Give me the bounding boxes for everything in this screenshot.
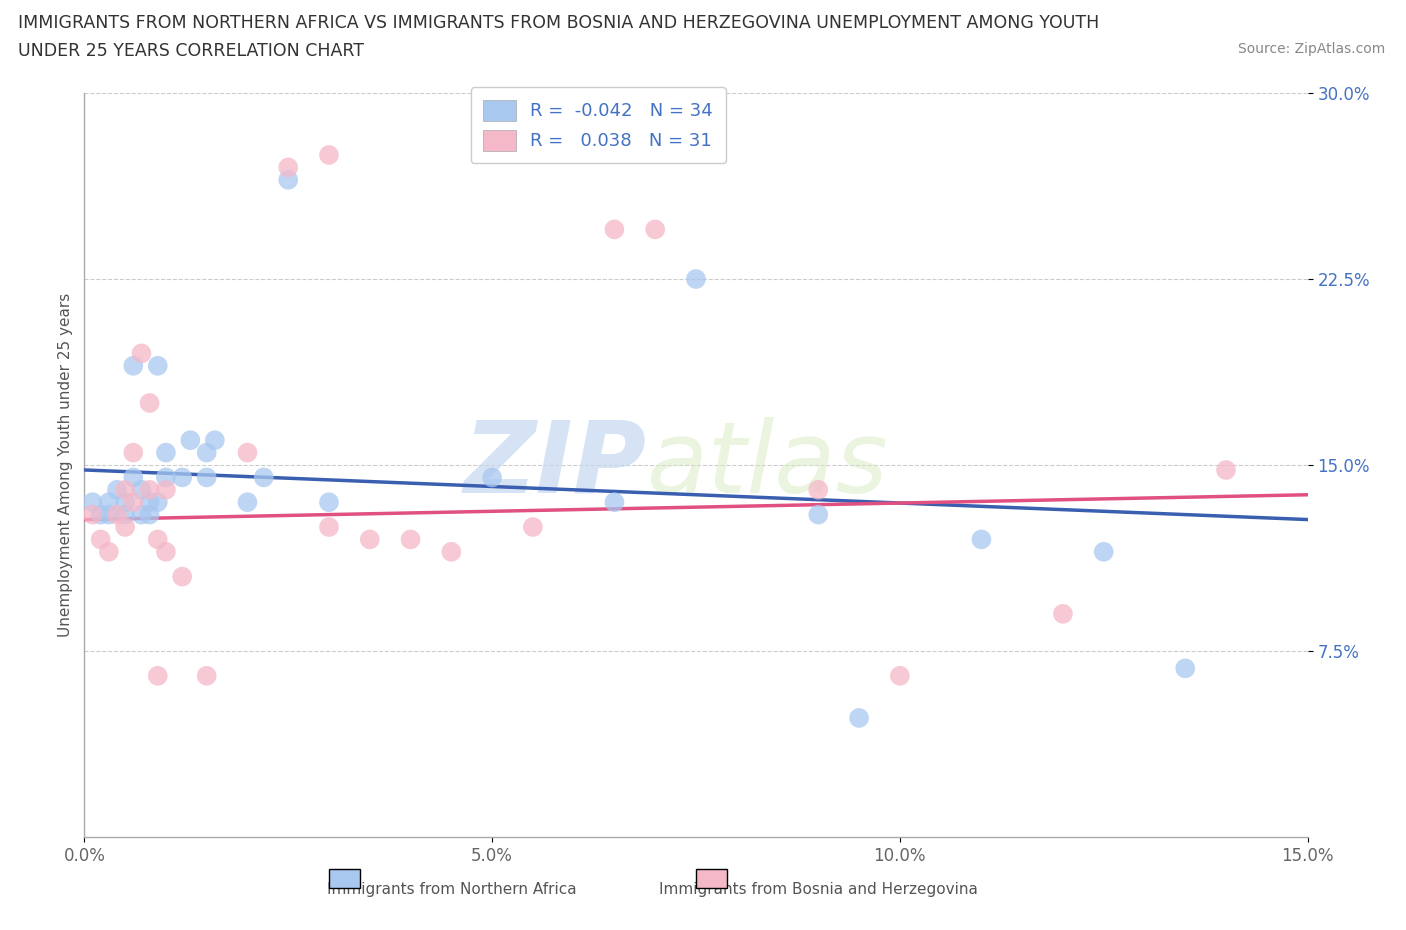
Point <box>172 569 194 584</box>
Point <box>318 148 340 163</box>
Point <box>131 346 153 361</box>
Point <box>155 445 177 460</box>
Point <box>1215 462 1237 477</box>
Point <box>359 532 381 547</box>
Point <box>82 507 104 522</box>
Point <box>122 358 145 373</box>
Text: ZIP: ZIP <box>464 417 647 513</box>
Point <box>114 483 136 498</box>
Point <box>318 520 340 535</box>
FancyBboxPatch shape <box>696 869 727 887</box>
Text: Immigrants from Northern Africa: Immigrants from Northern Africa <box>326 882 576 897</box>
Point <box>146 358 169 373</box>
Point <box>114 507 136 522</box>
Point <box>889 669 911 684</box>
Point <box>603 222 626 237</box>
Y-axis label: Unemployment Among Youth under 25 years: Unemployment Among Youth under 25 years <box>58 293 73 637</box>
Point <box>685 272 707 286</box>
Point <box>195 470 218 485</box>
Point <box>204 432 226 447</box>
Text: Source: ZipAtlas.com: Source: ZipAtlas.com <box>1237 42 1385 56</box>
Point <box>105 507 128 522</box>
Point <box>172 470 194 485</box>
Legend: R =  -0.042   N = 34, R =   0.038   N = 31: R = -0.042 N = 34, R = 0.038 N = 31 <box>471 87 725 163</box>
Point <box>138 507 160 522</box>
Point <box>82 495 104 510</box>
Point <box>131 483 153 498</box>
Point <box>1092 544 1115 559</box>
Point <box>90 507 112 522</box>
Point <box>807 483 830 498</box>
Point <box>236 495 259 510</box>
Point <box>970 532 993 547</box>
Point <box>481 470 503 485</box>
Point <box>90 532 112 547</box>
Point <box>277 172 299 187</box>
Point <box>155 470 177 485</box>
Point <box>253 470 276 485</box>
Point <box>114 495 136 510</box>
Text: Immigrants from Bosnia and Herzegovina: Immigrants from Bosnia and Herzegovina <box>659 882 977 897</box>
Point <box>195 669 218 684</box>
Point <box>131 507 153 522</box>
Point <box>122 495 145 510</box>
Point <box>848 711 870 725</box>
Point <box>146 495 169 510</box>
Point <box>155 544 177 559</box>
Text: UNDER 25 YEARS CORRELATION CHART: UNDER 25 YEARS CORRELATION CHART <box>18 42 364 60</box>
Point <box>155 483 177 498</box>
Point <box>440 544 463 559</box>
Point <box>807 507 830 522</box>
Point <box>114 520 136 535</box>
Point <box>236 445 259 460</box>
Point <box>146 669 169 684</box>
Point <box>644 222 666 237</box>
Text: atlas: atlas <box>647 417 889 513</box>
Point <box>138 483 160 498</box>
Point <box>603 495 626 510</box>
Point <box>522 520 544 535</box>
Point <box>122 470 145 485</box>
Text: IMMIGRANTS FROM NORTHERN AFRICA VS IMMIGRANTS FROM BOSNIA AND HERZEGOVINA UNEMPL: IMMIGRANTS FROM NORTHERN AFRICA VS IMMIG… <box>18 14 1099 32</box>
Point <box>97 507 120 522</box>
Point <box>399 532 422 547</box>
Point <box>138 395 160 410</box>
Point <box>195 445 218 460</box>
Point <box>318 495 340 510</box>
Point <box>146 532 169 547</box>
Point <box>97 495 120 510</box>
Point <box>97 544 120 559</box>
Point <box>179 432 201 447</box>
Point <box>277 160 299 175</box>
Point <box>1174 661 1197 676</box>
Point <box>138 495 160 510</box>
Point <box>122 445 145 460</box>
Point <box>105 483 128 498</box>
Point <box>1052 606 1074 621</box>
FancyBboxPatch shape <box>329 869 360 887</box>
